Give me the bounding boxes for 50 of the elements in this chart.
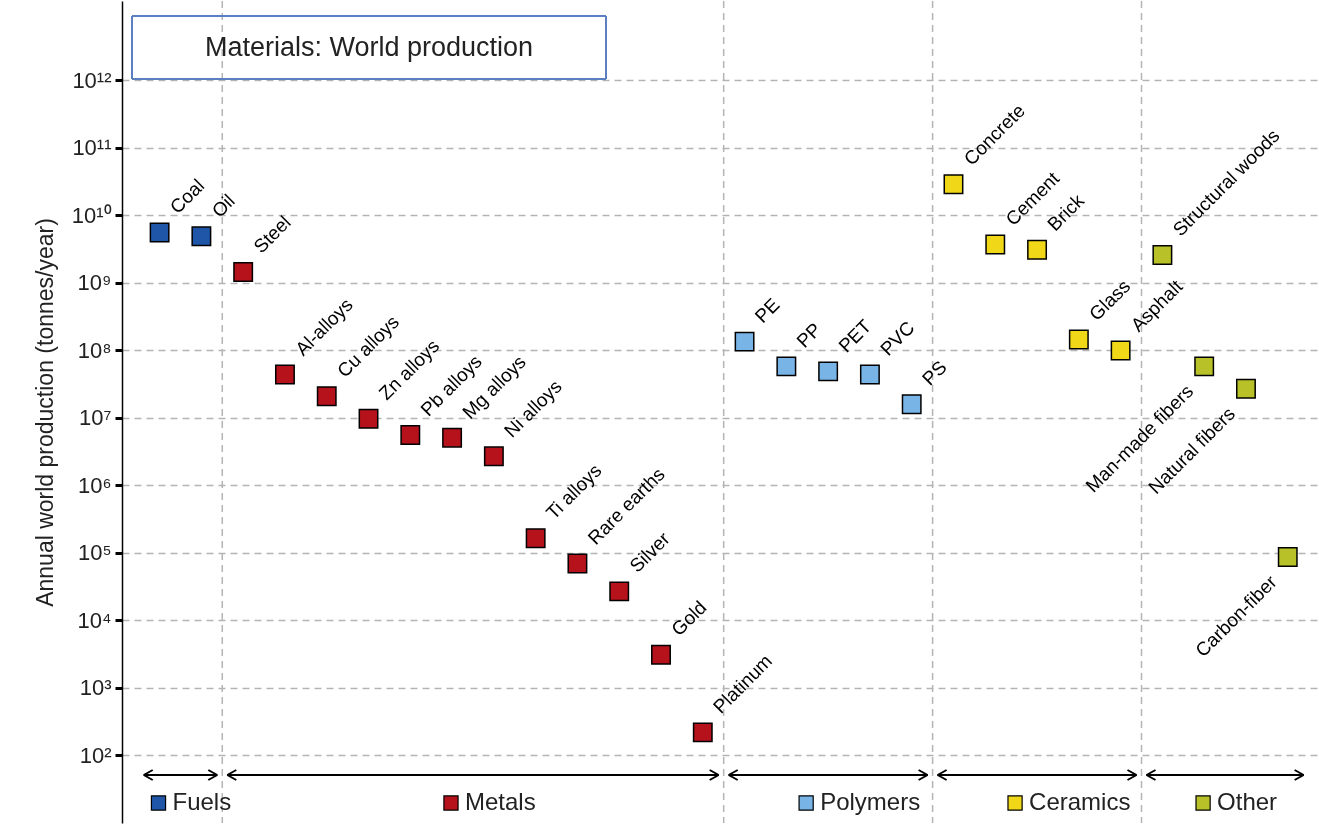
point (149, 222, 170, 243)
y-tick-label: 10¹¹ (72, 135, 112, 161)
point (1152, 244, 1173, 265)
data-label: PE (750, 293, 784, 327)
point (1277, 547, 1298, 568)
point (358, 408, 379, 429)
point (985, 234, 1006, 255)
point (274, 364, 295, 385)
data-label: PP (792, 318, 826, 352)
y-tick-label: 10⁸ (77, 337, 112, 363)
data-label: Oil (207, 190, 239, 222)
y-tick-label: 10² (79, 742, 112, 768)
point (859, 364, 880, 385)
legend-label: Other (1217, 788, 1278, 815)
y-axis-title: Annual world production (tonnes/year) (31, 218, 58, 607)
point (567, 553, 588, 574)
point (818, 361, 839, 382)
point (776, 356, 797, 377)
y-tick-label: 10³ (79, 675, 112, 701)
legend-label: Metals (464, 788, 536, 815)
point (651, 644, 671, 665)
point (191, 226, 212, 247)
point (400, 424, 421, 445)
y-tick-label: 10⁶ (77, 472, 112, 498)
point (901, 394, 922, 415)
text: Materials: World production (204, 32, 534, 62)
point (483, 446, 504, 467)
y-tick-label: 10¹² (72, 67, 112, 93)
point (1027, 239, 1048, 260)
y-tick-label: 10⁴ (77, 607, 112, 633)
point (692, 722, 713, 743)
legend-label: Fuels (172, 788, 232, 815)
point (233, 262, 254, 282)
y-tick-label: 10¹⁰ (71, 202, 112, 228)
point (442, 427, 463, 448)
y-tick-label: 10⁷ (79, 405, 112, 431)
point (316, 386, 337, 407)
point (1194, 356, 1215, 377)
point (943, 174, 964, 195)
point (1236, 378, 1256, 399)
data-label: PS (917, 356, 951, 390)
y-tick-label: 10⁹ (77, 270, 112, 296)
point (1068, 329, 1089, 350)
point (1110, 340, 1131, 361)
point (734, 331, 755, 352)
point (609, 581, 630, 602)
y-tick-label: 10⁵ (77, 540, 112, 566)
legend-label: Ceramics (1029, 788, 1131, 815)
legend-label: Polymers (820, 788, 921, 815)
point (525, 528, 546, 549)
